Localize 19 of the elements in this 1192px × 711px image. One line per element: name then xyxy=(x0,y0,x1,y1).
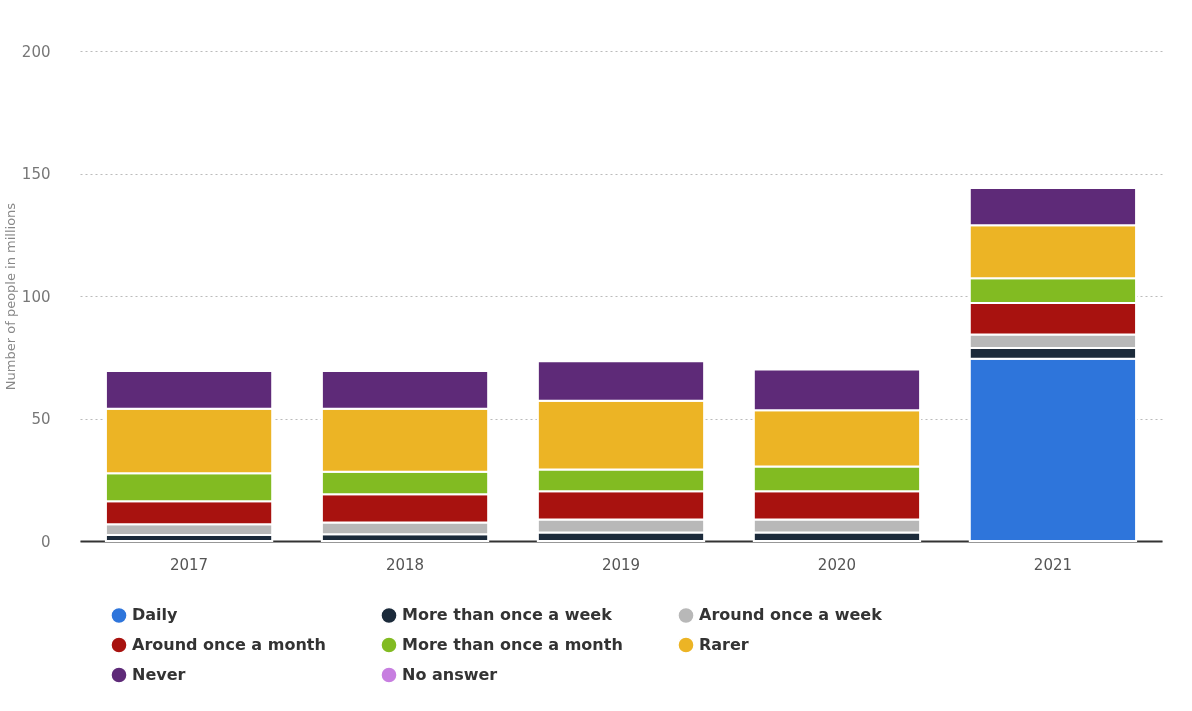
y-tick-label: 150 xyxy=(21,165,51,183)
legend-label: Around once a month xyxy=(132,635,326,654)
legend-label: Never xyxy=(132,665,186,684)
x-tick-label: 2021 xyxy=(1033,555,1073,574)
y-tick-label: 200 xyxy=(21,42,51,61)
y-axis-title: Number of people in millions xyxy=(2,202,18,391)
legend-label: Daily xyxy=(132,605,179,625)
x-tick-label: 2018 xyxy=(385,555,425,574)
legend-label: More than once a month xyxy=(402,635,623,654)
legend-label: No answer xyxy=(402,665,498,684)
legend-label: Rarer xyxy=(699,635,749,654)
legend-label: More than once a week xyxy=(402,605,613,625)
y-tick-label: 50 xyxy=(31,410,51,428)
x-tick-label: 2019 xyxy=(601,555,641,574)
x-tick-label: 2017 xyxy=(169,555,209,574)
x-tick-label: 2020 xyxy=(817,555,857,574)
legend-label: Around once a week xyxy=(699,605,883,625)
y-tick-label: 100 xyxy=(21,287,51,306)
y-tick-label: 0 xyxy=(40,532,51,551)
